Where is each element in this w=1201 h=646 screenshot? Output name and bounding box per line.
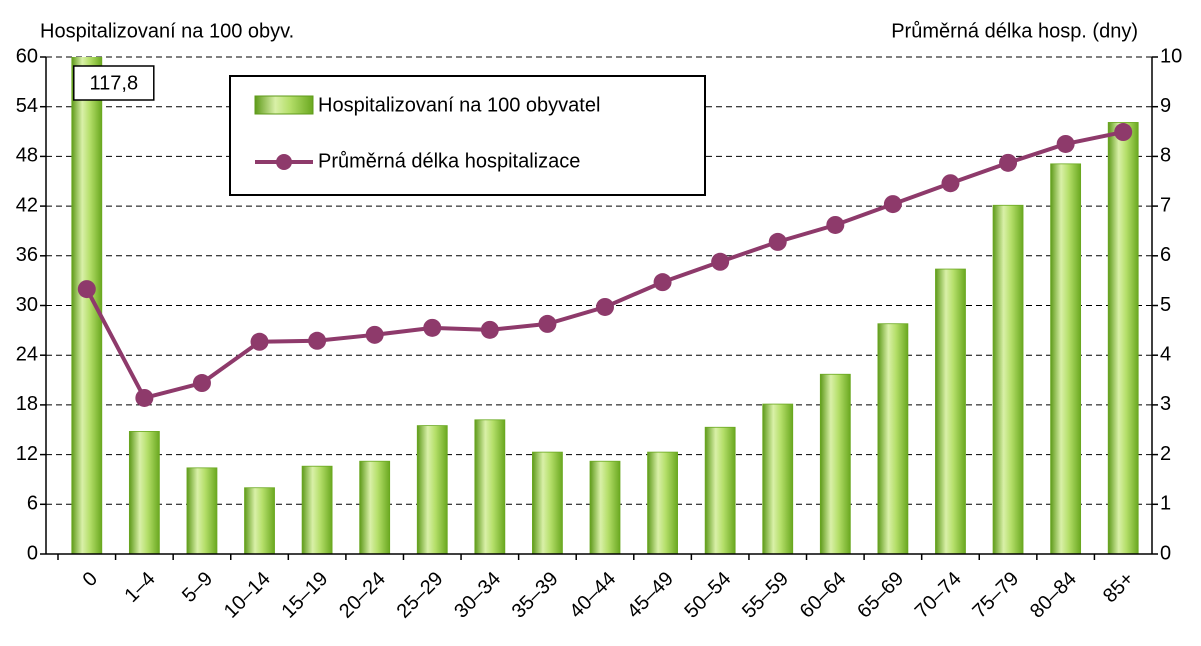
x-tick-label: 1–4 — [120, 568, 159, 607]
x-tick-label: 30–34 — [450, 568, 505, 623]
bar — [589, 460, 621, 555]
y-tick-label: 36 — [16, 244, 38, 266]
y2-tick-label: 9 — [1160, 95, 1171, 117]
bar — [762, 403, 794, 555]
x-tick-label: 10–14 — [220, 568, 275, 623]
line-marker — [653, 273, 672, 292]
y-axis-label: Hospitalizovaní na 100 obyv. — [40, 20, 294, 42]
legend-swatch — [254, 95, 314, 115]
x-tick-label: 50–54 — [681, 568, 736, 623]
legend-swatch — [276, 154, 292, 170]
line-marker — [365, 325, 384, 344]
y2-tick-label: 5 — [1160, 294, 1171, 316]
y-tick-label: 30 — [16, 294, 38, 316]
y2-tick-label: 1 — [1160, 493, 1171, 515]
line-marker — [883, 195, 902, 214]
x-tick-label: 75–79 — [968, 568, 1023, 623]
line-marker — [596, 297, 614, 316]
y2-axis-label: Průměrná délka hosp. (dny) — [891, 20, 1138, 42]
bar — [877, 323, 909, 555]
line-marker — [423, 318, 442, 337]
y-tick-label: 42 — [16, 194, 38, 216]
y-tick-label: 18 — [16, 393, 38, 415]
line-marker — [192, 374, 211, 393]
bar — [416, 425, 448, 555]
y-tick-label: 12 — [16, 443, 38, 465]
x-tick-label: 70–74 — [911, 568, 966, 623]
data-label: 117,8 — [90, 72, 139, 94]
x-tick-label: 20–24 — [335, 568, 390, 623]
y2-tick-label: 4 — [1160, 343, 1171, 365]
bar — [647, 451, 678, 555]
y-tick-label: 48 — [16, 145, 38, 167]
x-tick-label: 25–29 — [393, 568, 448, 623]
y2-tick-label: 10 — [1160, 45, 1182, 67]
x-tick-label: 45–49 — [623, 568, 678, 623]
y-tick-label: 24 — [16, 343, 38, 365]
x-tick-label: 0 — [79, 568, 102, 591]
bar — [1107, 122, 1139, 555]
y2-tick-label: 6 — [1160, 244, 1171, 266]
x-tick-label: 15–19 — [277, 568, 332, 623]
line-marker — [135, 388, 154, 407]
line-marker — [480, 320, 499, 339]
bar — [128, 431, 160, 555]
legend-label: Hospitalizovaní na 100 obyvatel — [318, 94, 600, 116]
bar — [244, 487, 275, 555]
bar — [474, 419, 506, 555]
legend-label: Průměrná délka hospitalizace — [318, 150, 580, 172]
line-marker — [538, 314, 557, 333]
bar — [704, 426, 736, 555]
bar — [359, 460, 391, 555]
line-marker — [941, 174, 960, 193]
line-marker — [768, 232, 787, 251]
line-marker — [250, 332, 269, 351]
y-tick-label: 6 — [27, 493, 38, 515]
line-marker — [711, 252, 730, 271]
x-tick-label: 35–39 — [508, 568, 563, 623]
x-tick-label: 5–9 — [178, 568, 217, 607]
line-marker — [826, 215, 845, 234]
x-tick-label: 85+ — [1099, 568, 1139, 608]
bar — [935, 268, 966, 555]
y2-tick-label: 8 — [1160, 145, 1171, 167]
y-tick-label: 60 — [16, 45, 38, 67]
line-marker — [1056, 134, 1075, 153]
y2-tick-label: 7 — [1160, 194, 1171, 216]
line-marker — [308, 331, 327, 350]
bar — [1050, 163, 1082, 555]
line-marker — [1114, 123, 1133, 142]
x-tick-label: 65–69 — [853, 568, 908, 623]
x-tick-label: 80–84 — [1026, 568, 1081, 623]
bar — [992, 204, 1024, 555]
y2-tick-label: 0 — [1160, 542, 1171, 564]
y2-tick-label: 3 — [1160, 393, 1171, 415]
y2-tick-label: 2 — [1160, 443, 1171, 465]
x-tick-label: 40–44 — [565, 568, 620, 623]
bar — [186, 467, 218, 555]
bar — [71, 57, 103, 555]
line-marker — [999, 153, 1018, 172]
bar — [532, 451, 563, 555]
y-tick-label: 54 — [16, 95, 38, 117]
bar — [819, 373, 851, 555]
line-marker — [77, 280, 96, 299]
bar — [301, 465, 333, 555]
data-label-box — [73, 65, 155, 101]
x-tick-label: 60–64 — [796, 568, 851, 623]
y-tick-label: 0 — [27, 542, 38, 564]
x-tick-label: 55–59 — [738, 568, 793, 623]
